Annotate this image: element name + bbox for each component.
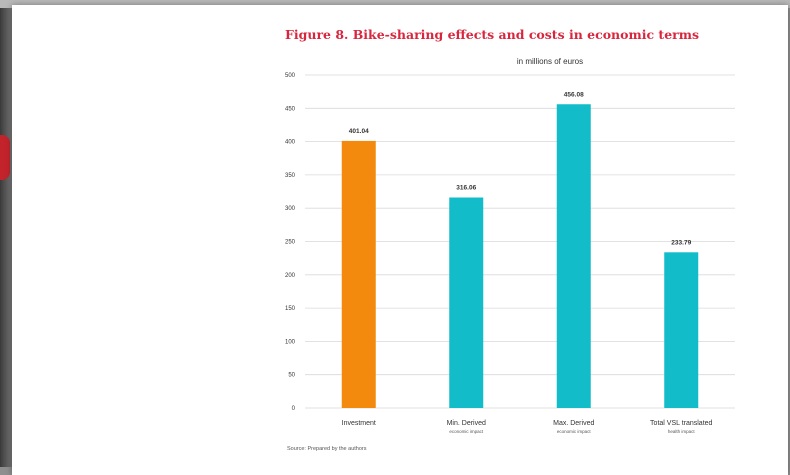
- y-tick-label: 450: [285, 106, 296, 112]
- y-tick-label: 0: [292, 406, 296, 412]
- y-tick-label: 250: [285, 240, 296, 246]
- source-note: Source: Prepared by the authors: [287, 446, 367, 452]
- data-label: 401.04: [349, 128, 369, 135]
- category-sublabel: economic impact: [557, 429, 592, 434]
- bar: [556, 104, 591, 408]
- data-label: 233.79: [671, 239, 691, 246]
- y-tick-label: 350: [285, 173, 296, 179]
- document-page: [12, 5, 788, 475]
- figure-title: Figure 8. Bike-sharing effects and costs…: [285, 27, 699, 42]
- category-label: Investment: [342, 420, 376, 427]
- y-tick-label: 200: [285, 273, 296, 279]
- y-tick-label: 400: [285, 140, 296, 146]
- y-tick-label: 50: [288, 373, 295, 379]
- bar: [449, 197, 484, 408]
- category-label: Max. Derived: [553, 420, 594, 427]
- chart-subtitle: in millions of euros: [516, 57, 584, 66]
- data-label: 316.06: [456, 185, 476, 192]
- data-label: 456.08: [564, 91, 584, 98]
- category-sublabel: economic impact: [449, 429, 484, 434]
- background-red-object: [0, 135, 10, 180]
- y-tick-label: 300: [285, 206, 296, 212]
- category-label: Total VSL translated: [650, 420, 712, 427]
- y-tick-label: 150: [285, 306, 296, 312]
- category-label: Min. Derived: [447, 420, 486, 427]
- y-tick-label: 500: [285, 73, 296, 79]
- category-sublabel: health impact: [668, 429, 696, 434]
- top-shade: [0, 0, 790, 8]
- bar: [664, 252, 699, 408]
- bar: [341, 140, 376, 409]
- y-tick-label: 100: [285, 339, 296, 345]
